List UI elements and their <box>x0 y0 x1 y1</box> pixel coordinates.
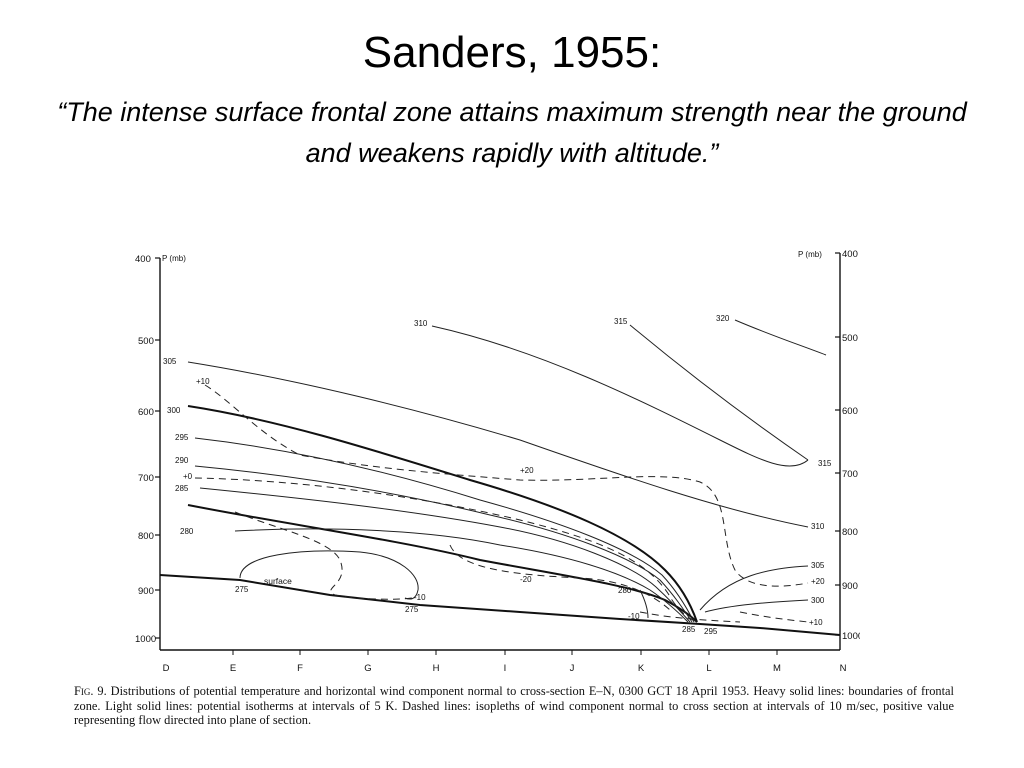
frontal-boundary-upper <box>187 405 698 623</box>
p-tick-right-700: 700 <box>842 469 858 480</box>
isotherm-label-280-left: 280 <box>180 527 194 536</box>
wind-label-minus20: -20 <box>520 575 532 584</box>
p-label-right: P (mb) <box>798 250 822 259</box>
isotherm-label-300-right: 300 <box>811 596 825 605</box>
station-d: D <box>163 663 170 674</box>
caption-lead: Fig. 9. <box>74 684 107 698</box>
isotherm-label-305-right: 305 <box>811 561 825 570</box>
isotherm-label-305-left: 305 <box>163 357 177 366</box>
station-e: E <box>230 663 236 674</box>
p-tick-left-800: 800 <box>138 531 154 542</box>
wind-label-plus20-right: +20 <box>811 577 825 586</box>
p-tick-right-400: 400 <box>842 249 858 260</box>
isotherm-label-290-left: 290 <box>175 456 189 465</box>
frontal-boundary-lower <box>187 504 698 623</box>
isotherm-label-285-left: 285 <box>175 484 189 493</box>
surface-loop <box>239 550 419 600</box>
figure-caption: Fig. 9. Distributions of potential tempe… <box>74 684 954 728</box>
p-tick-right-500: 500 <box>842 333 858 344</box>
pressure-ticks-right <box>835 252 840 636</box>
station-k: K <box>638 663 645 674</box>
isotherm-label-285-right: 285 <box>682 625 696 634</box>
station-g: G <box>364 663 371 674</box>
station-i: I <box>504 663 507 674</box>
p-tick-left-1000: 1000 <box>135 634 156 645</box>
isotherm-label-315-top: 315 <box>614 317 628 326</box>
isotherm-label-280-right: 280 <box>618 586 632 595</box>
p-tick-right-800: 800 <box>842 527 858 538</box>
p-tick-left-600: 600 <box>138 407 154 418</box>
pressure-ticks-left <box>155 257 160 639</box>
station-j: J <box>570 663 575 674</box>
wind-label-plus20-mid: +20 <box>520 466 534 475</box>
isotherm-label-275-mid: 275 <box>405 605 419 614</box>
p-tick-left-900: 900 <box>138 586 154 597</box>
slide-title: Sanders, 1955: <box>362 28 662 77</box>
isotherm-label-310-right: 310 <box>811 522 825 531</box>
isotherm-label-300-left: 300 <box>167 406 181 415</box>
wind-label-minus10-left: -10 <box>414 593 426 602</box>
station-m: M <box>773 663 781 674</box>
wind-label-minus10-right: -10 <box>628 612 640 621</box>
isotherms-frontal <box>194 437 695 623</box>
caption-text: Distributions of potential temperature a… <box>74 684 954 727</box>
p-tick-left-500: 500 <box>138 336 154 347</box>
wind-label-plus0-left: +0 <box>183 472 193 481</box>
station-h: H <box>433 663 440 674</box>
station-l: L <box>706 663 711 674</box>
p-tick-right-600: 600 <box>842 406 858 417</box>
station-n: N <box>840 663 847 674</box>
p-tick-left-400: 400 <box>135 254 151 265</box>
p-tick-left-700: 700 <box>138 473 154 484</box>
station-f: F <box>297 663 303 674</box>
axes <box>159 253 841 651</box>
slide-quote: “The intense surface frontal zone attain… <box>57 97 967 168</box>
frontal-boundaries <box>187 405 698 623</box>
isotherms-warm <box>187 319 827 613</box>
isotherm-label-310-top: 310 <box>414 319 428 328</box>
wind-label-plus10-right: +10 <box>809 618 823 627</box>
isotherm-label-275-left: 275 <box>235 585 249 594</box>
isotherm-label-295-right: 295 <box>704 627 718 636</box>
p-label-left: P (mb) <box>162 254 186 263</box>
isotherm-label-295-left: 295 <box>175 433 189 442</box>
p-tick-right-1000: 1000 <box>842 631 860 642</box>
station-ticks <box>232 650 778 655</box>
p-tick-right-900: 900 <box>842 581 858 592</box>
wind-isopleths <box>194 384 809 623</box>
ground-surface <box>159 574 841 636</box>
isotherm-label-320-top: 320 <box>716 314 730 323</box>
surface-label: surface <box>264 576 292 586</box>
cross-section-figure: P (mb) P (mb) 400 500 600 700 800 900 10… <box>135 249 860 674</box>
wind-label-plus10-left: +10 <box>196 377 210 386</box>
isotherm-label-315-right: 315 <box>818 459 832 468</box>
